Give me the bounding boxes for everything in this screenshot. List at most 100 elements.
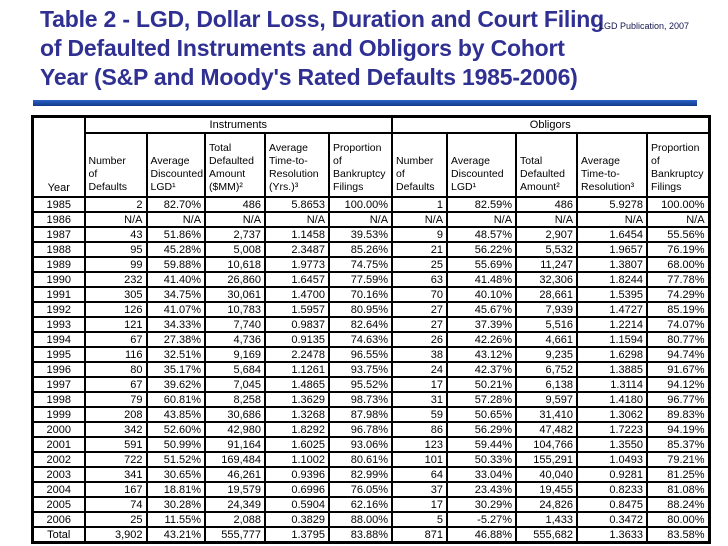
instruments-cell: 0.5904 — [264, 496, 331, 513]
instruments-cell: 46,261 — [204, 466, 267, 483]
instruments-cell: 232 — [83, 271, 148, 288]
column-header: Average Discounted LGD¹ — [145, 132, 207, 198]
obligors-cell: 24,826 — [515, 496, 579, 513]
obligors-cell: 1.3633 — [576, 526, 649, 544]
table-row: 1994 67 27.38% 4,736 0.9135 74.63% 26 42.26% 4,6… — [31, 331, 711, 348]
obligors-cell: 1.4180 — [576, 391, 649, 408]
column-header: Number of Defaults — [83, 132, 148, 198]
obligors-cell: 31,410 — [515, 406, 579, 423]
instruments-cell: 3,902 — [83, 526, 148, 544]
obligors-cell: 88.24% — [646, 496, 711, 513]
year-column-header: Year — [31, 115, 86, 198]
instruments-cell: 100.00% — [328, 196, 394, 213]
instruments-cell: 1.3795 — [264, 526, 331, 544]
obligors-cell: 28,661 — [515, 286, 579, 303]
obligors-cell: 1.9657 — [576, 241, 649, 258]
obligors-cell: 0.9281 — [576, 466, 649, 483]
instruments-cell: 24,349 — [204, 496, 267, 513]
instruments-cell: 39.62% — [145, 376, 207, 393]
row-year: 1985 — [31, 196, 86, 213]
obligors-cell: 45.67% — [446, 301, 518, 318]
instruments-cell: 82.70% — [145, 196, 207, 213]
obligors-cell: 7,939 — [515, 301, 579, 318]
table-row: 1990 232 41.40% 26,860 1.6457 77.59% 63 41.48% 3… — [31, 271, 711, 288]
obligors-cell: 74.07% — [646, 316, 711, 333]
column-header-row: Number of Defaults Average Discounted LGD… — [33, 132, 711, 198]
obligors-group-header: Obligors — [391, 115, 711, 134]
obligors-cell: 59 — [391, 406, 449, 423]
table-row: 2005 74 30.28% 24,349 0.5904 62.16% 17 30.29% 24… — [31, 496, 711, 513]
obligors-cell: 123 — [391, 436, 449, 453]
obligors-cell: 32,306 — [515, 271, 579, 288]
obligors-cell: 55.69% — [446, 256, 518, 273]
obligors-cell: 56.29% — [446, 421, 518, 438]
obligors-cell: 30.29% — [446, 496, 518, 513]
instruments-cell: 30.65% — [145, 466, 207, 483]
obligors-cell: 96.77% — [646, 391, 711, 408]
obligors-cell: 1.2214 — [576, 316, 649, 333]
instruments-cell: 0.9837 — [264, 316, 331, 333]
obligors-cell: 27 — [391, 316, 449, 333]
table-body: 1985 2 82.70% 486 5.8653 100.00% 1 82.59% 486 5.9… — [31, 196, 711, 544]
table-row: 2004 167 18.81% 19,579 0.6996 76.05% 37 23.43% 1… — [31, 481, 711, 498]
instruments-cell: 1.4865 — [264, 376, 331, 393]
instruments-cell: N/A — [204, 211, 267, 228]
row-year: 1991 — [31, 286, 86, 303]
instruments-cell: N/A — [328, 211, 394, 228]
instruments-cell: 591 — [83, 436, 148, 453]
obligors-cell: 17 — [391, 496, 449, 513]
instruments-cell: 80 — [83, 361, 148, 378]
obligors-cell: 1.6298 — [576, 346, 649, 363]
obligors-cell: 5,516 — [515, 316, 579, 333]
obligors-cell: 56.22% — [446, 241, 518, 258]
instruments-cell: 34.33% — [145, 316, 207, 333]
obligors-cell: 77.78% — [646, 271, 711, 288]
instruments-cell: 30.28% — [145, 496, 207, 513]
instruments-cell: 50.99% — [145, 436, 207, 453]
instruments-cell: N/A — [145, 211, 207, 228]
instruments-cell: 80.95% — [328, 301, 394, 318]
instruments-cell: 0.6996 — [264, 481, 331, 498]
instruments-cell: 10,783 — [204, 301, 267, 318]
obligors-cell: 25 — [391, 256, 449, 273]
obligors-cell: 40.10% — [446, 286, 518, 303]
table-row: 2006 25 11.55% 2,088 0.3829 88.00% 5 -5.27% 1,43… — [31, 511, 711, 528]
row-year: 1988 — [31, 241, 86, 258]
obligors-cell: 1,433 — [515, 511, 579, 528]
instruments-cell: 116 — [83, 346, 148, 363]
instruments-cell: N/A — [264, 211, 331, 228]
obligors-cell: 21 — [391, 241, 449, 258]
obligors-cell: 0.3472 — [576, 511, 649, 528]
instruments-cell: 88.00% — [328, 511, 394, 528]
obligors-cell: 46.88% — [446, 526, 518, 544]
instruments-cell: 42,980 — [204, 421, 267, 438]
table-row: 2003 341 30.65% 46,261 0.9396 82.99% 64 33.04% 4… — [31, 466, 711, 483]
instruments-cell: 1.6457 — [264, 271, 331, 288]
instruments-cell: 52.60% — [145, 421, 207, 438]
column-header: Proportion of Bankruptcy Filings — [328, 132, 394, 198]
obligors-cell: 104,766 — [515, 436, 579, 453]
obligors-cell: 155,291 — [515, 451, 579, 468]
instruments-cell: 126 — [83, 301, 148, 318]
defaults-table: Year Instruments Obligors Number of Defa… — [31, 115, 711, 544]
instruments-cell: 82.64% — [328, 316, 394, 333]
instruments-cell: 82.99% — [328, 466, 394, 483]
table-row: 1989 99 59.88% 10,618 1.9773 74.75% 25 55.69% 11… — [31, 256, 711, 273]
obligors-cell: 38 — [391, 346, 449, 363]
table-row: 2000 342 52.60% 42,980 1.8292 96.78% 86 56.29% 4… — [31, 421, 711, 438]
obligors-cell: 6,752 — [515, 361, 579, 378]
instruments-cell: 2.2478 — [264, 346, 331, 363]
obligors-cell: 1 — [391, 196, 449, 213]
instruments-cell: 91,164 — [204, 436, 267, 453]
row-year: 1989 — [31, 256, 86, 273]
instruments-cell: 93.06% — [328, 436, 394, 453]
obligors-cell: 42.26% — [446, 331, 518, 348]
row-year: 2005 — [31, 496, 86, 513]
obligors-cell: 486 — [515, 196, 579, 213]
instruments-cell: 27.38% — [145, 331, 207, 348]
obligors-cell: 100.00% — [646, 196, 711, 213]
table-row: 1986 N/A N/A N/A N/A N/A N/A N/A N/A N/A N/A — [31, 211, 711, 228]
instruments-group-header: Instruments — [83, 115, 394, 134]
obligors-cell: 9,597 — [515, 391, 579, 408]
obligors-cell: 48.57% — [446, 226, 518, 243]
